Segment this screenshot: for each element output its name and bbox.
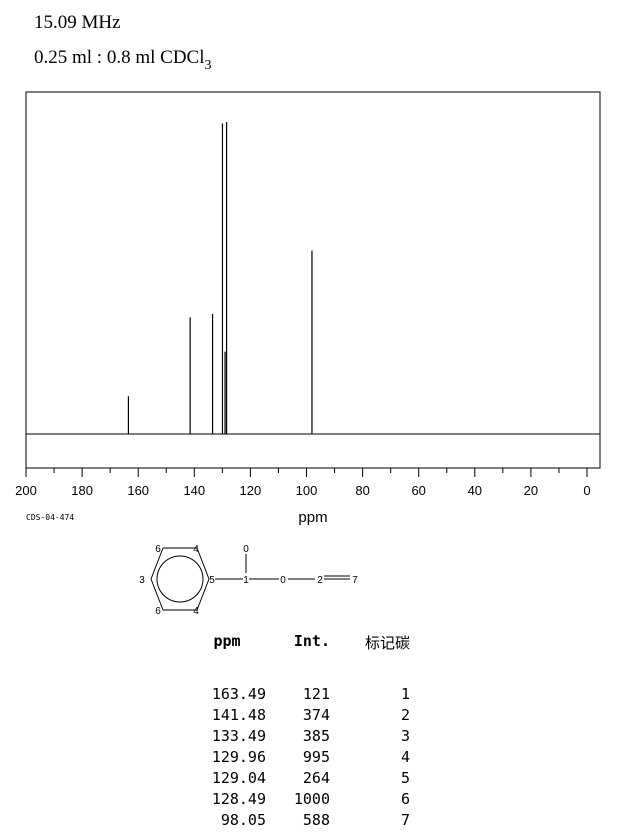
- plot-frame: [25, 91, 601, 469]
- atom-label: 0: [243, 544, 249, 555]
- x-tick-label: 100: [296, 483, 318, 498]
- x-tick-label: 40: [468, 483, 482, 498]
- ester-chain-bonds: [215, 554, 350, 580]
- cell-carbon: 6: [400, 789, 410, 808]
- peak-table: ppm Int. 标记碳 163.49 121 1 141.48 374 2 133.49 3…: [180, 632, 414, 830]
- atom-label: 0: [280, 575, 286, 586]
- x-axis-title: ppm: [298, 509, 327, 526]
- cell-intensity: 374: [302, 705, 330, 724]
- nmr-spectrum-chart: 200 180 160 140 120 100 80 60 40 20 0 ppm CDS-04-4…: [15, 91, 601, 526]
- atom-label: 1: [243, 575, 249, 586]
- cell-intensity: 121: [302, 684, 330, 703]
- spectrometer-frequency: 15.09 MHz: [34, 12, 121, 33]
- solvent-info: 0.25 ml : 0.8 ml CDCl3: [34, 47, 212, 74]
- cell-carbon: 1: [400, 684, 410, 703]
- table-row: 133.49 385 3: [180, 725, 414, 746]
- cell-carbon: 3: [400, 726, 410, 745]
- molecule-structure: 6 4 3 5 6 4 1 0 0 2 7: [139, 544, 358, 617]
- x-tick-label: 140: [183, 483, 205, 498]
- cell-intensity: 995: [302, 747, 330, 766]
- atom-label: 2: [317, 575, 323, 586]
- cell-ppm: 129.96: [211, 747, 266, 766]
- table-spacer: [180, 662, 414, 683]
- cell-carbon: 2: [400, 705, 410, 724]
- cell-intensity: 385: [302, 726, 330, 745]
- cell-intensity: 588: [302, 810, 330, 829]
- spectrum-code: CDS-04-474: [26, 513, 74, 522]
- x-tick-label: 80: [355, 483, 369, 498]
- cell-ppm: 129.04: [211, 768, 266, 787]
- table-row: 141.48 374 2: [180, 704, 414, 725]
- table-row: 129.96 995 4: [180, 746, 414, 767]
- cell-carbon: 7: [400, 810, 410, 829]
- peaks-group: [127, 122, 313, 434]
- cell-ppm: 141.48: [211, 705, 266, 724]
- table-body: 163.49 121 1 141.48 374 2 133.49 385 3 129.96 995 4…: [180, 662, 414, 830]
- solvent-text: 0.25 ml : 0.8 ml CDCl: [34, 47, 205, 68]
- cell-intensity: 264: [302, 768, 330, 787]
- x-tick-label: 20: [524, 483, 538, 498]
- benzene-ring: [150, 547, 210, 611]
- table-row: 129.04 264 5: [180, 767, 414, 788]
- cell-ppm: 133.49: [211, 726, 266, 745]
- cell-ppm: 98.05: [220, 810, 266, 829]
- x-tick-label: 120: [240, 483, 262, 498]
- atom-label: 4: [193, 544, 199, 555]
- column-header-carbon: 标记碳: [364, 634, 410, 652]
- atom-label: 6: [155, 606, 161, 617]
- atom-label: 3: [139, 575, 145, 586]
- x-tick-label: 0: [583, 483, 590, 498]
- atom-label: 6: [155, 544, 161, 555]
- column-header-int: Int.: [293, 632, 330, 650]
- cell-ppm: 163.49: [211, 684, 266, 703]
- table-row: 128.49 1000 6: [180, 788, 414, 809]
- table-row: 163.49 121 1: [180, 683, 414, 704]
- solvent-subscript: 3: [204, 58, 212, 73]
- cell-intensity: 1000: [293, 789, 330, 808]
- table-row: 98.05 588 7: [180, 809, 414, 830]
- tick-labels-group: 200 180 160 140 120 100 80 60 40 20 0: [15, 483, 590, 498]
- table-header-row: ppm Int. 标记碳: [180, 632, 414, 662]
- x-tick-label: 200: [15, 483, 37, 498]
- atom-label: 5: [209, 575, 215, 586]
- atom-label: 4: [193, 606, 199, 617]
- x-tick-label: 180: [71, 483, 93, 498]
- x-tick-label: 160: [127, 483, 149, 498]
- ticks-group: [25, 468, 588, 477]
- cell-ppm: 128.49: [211, 789, 266, 808]
- column-header-ppm: ppm: [213, 632, 241, 650]
- x-tick-label: 60: [411, 483, 425, 498]
- atom-label: 7: [352, 575, 358, 586]
- cell-carbon: 5: [400, 768, 410, 787]
- cell-carbon: 4: [400, 747, 410, 766]
